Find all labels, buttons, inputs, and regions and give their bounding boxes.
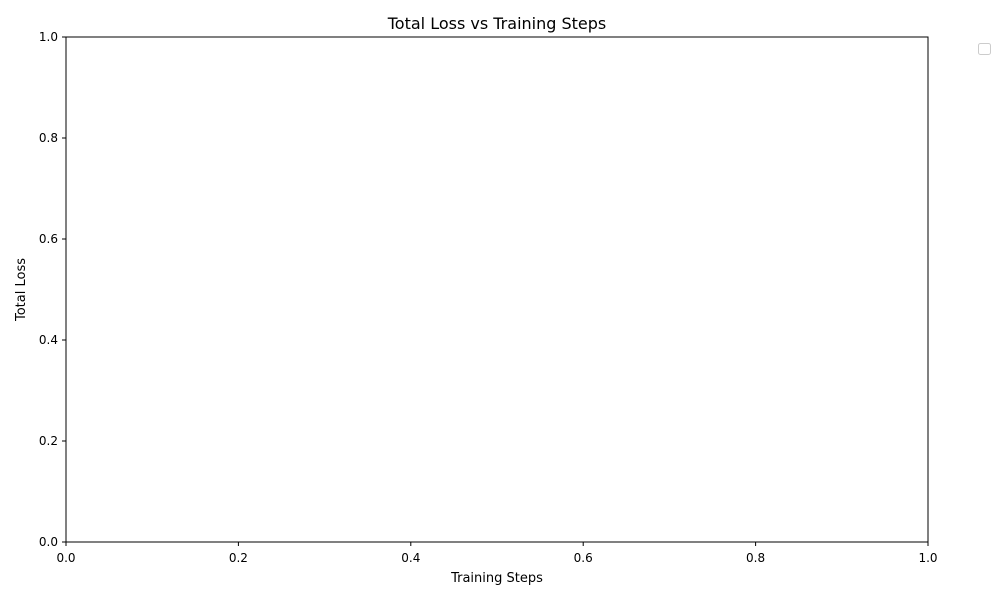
x-axis-label: Training Steps: [450, 571, 543, 586]
y-tick-label: 1.0: [39, 30, 58, 44]
chart-title: Total Loss vs Training Steps: [387, 14, 607, 33]
x-tick-label: 0.6: [574, 551, 593, 565]
y-tick-label: 0.0: [39, 535, 58, 549]
y-axis-ticks: 0.0 0.2 0.4 0.6 0.8 1.0: [39, 30, 66, 549]
x-tick-label: 0.2: [229, 551, 248, 565]
axes-frame: [65, 36, 929, 543]
y-tick-label: 0.2: [39, 434, 58, 448]
y-axis-label: Total Loss: [14, 258, 29, 322]
y-tick-label: 0.8: [39, 131, 58, 145]
y-tick-label: 0.4: [39, 333, 58, 347]
plot-area: [66, 37, 928, 542]
x-tick-label: 0.4: [401, 551, 420, 565]
x-tick-label: 0.8: [746, 551, 765, 565]
legend-box: [978, 43, 991, 55]
x-tick-label: 0.0: [56, 551, 75, 565]
y-tick-label: 0.6: [39, 232, 58, 246]
x-tick-label: 1.0: [918, 551, 937, 565]
x-axis-ticks: 0.0 0.2 0.4 0.6 0.8 1.0: [56, 542, 938, 565]
